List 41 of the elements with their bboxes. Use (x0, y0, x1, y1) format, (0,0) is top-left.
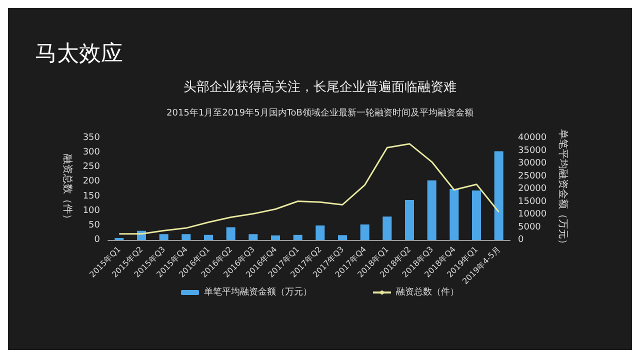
y2-axis-title: 单笔平均融资金额（万元） (557, 129, 570, 249)
bar (427, 180, 436, 240)
y2-tick-label: 30000 (518, 158, 547, 168)
bar (450, 189, 459, 240)
y2-tick-label: 20000 (518, 184, 547, 194)
bar (382, 216, 392, 240)
y2-tick-label: 25000 (518, 171, 547, 182)
bar (182, 234, 191, 240)
y2-tick-label: 40000 (518, 133, 547, 143)
y-tick-label: 100 (82, 206, 100, 216)
bar (293, 234, 302, 240)
bar (405, 200, 414, 240)
y-tick-label: 150 (82, 191, 100, 202)
y-tick-label: 50 (88, 220, 100, 230)
y2-tick-label: 5000 (518, 222, 542, 232)
chart-title: 马太效应 (35, 42, 123, 66)
text: 2015年1月至2019年5月国内ToB领域企业最新一轮融资时间及平均融资金额 (166, 108, 474, 118)
chart-subtitle: 头部企业获得高关注，长尾企业普遍面临融资难 (184, 79, 456, 95)
bar (204, 234, 213, 240)
y-tick-label: 300 (82, 148, 100, 158)
y2-tick-label: 35000 (518, 146, 547, 156)
legend-label: 融资总数（件） (396, 286, 459, 298)
bar (316, 225, 325, 240)
bar (338, 235, 347, 240)
line-series (118, 143, 500, 235)
bar (226, 227, 236, 240)
y2-tick-label: 0 (518, 235, 524, 245)
y2-tick-label: 15000 (518, 196, 547, 207)
bar (271, 235, 280, 240)
bar (248, 234, 258, 240)
bar (494, 151, 504, 240)
bar (472, 190, 481, 240)
y-axis-title: 融资总数（件） (61, 154, 74, 224)
bar (159, 234, 168, 240)
y-tick-label: 0 (94, 235, 100, 245)
y-tick-label: 350 (82, 133, 100, 143)
y-tick-label: 200 (82, 176, 100, 187)
legend-label: 单笔平均融资金额（万元） (204, 286, 312, 298)
y-tick-label: 250 (82, 162, 100, 172)
y2-tick-label: 10000 (518, 210, 547, 220)
bar (360, 224, 370, 240)
